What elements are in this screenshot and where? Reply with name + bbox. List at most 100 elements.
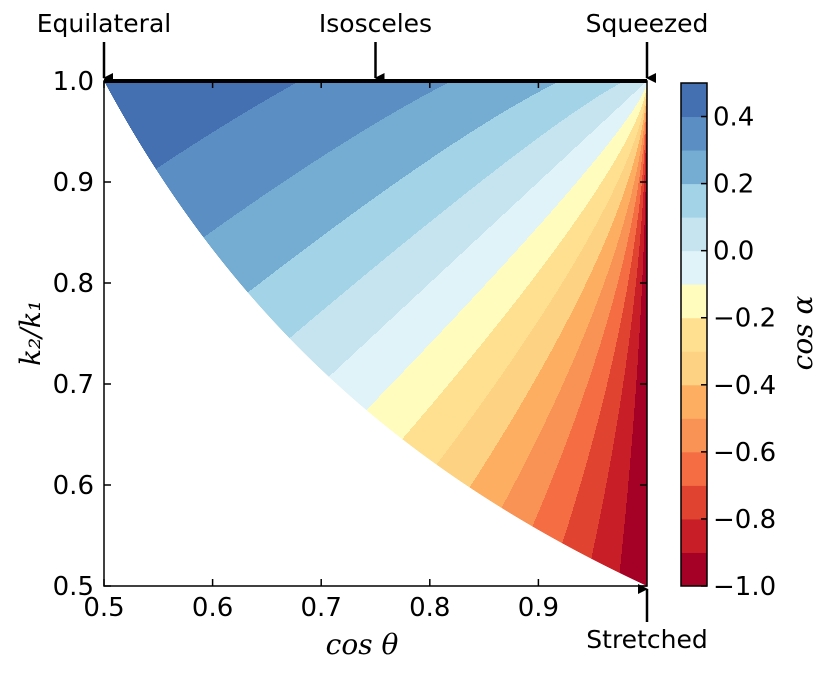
contour-band-5 [518, 409, 520, 476]
contour-band-2 [614, 352, 616, 438]
contour-band-2 [566, 530, 568, 546]
contour-band-6 [505, 369, 507, 430]
contour-band-14 [125, 81, 127, 120]
contour-band-5 [491, 453, 493, 502]
contour-band-14 [123, 81, 125, 117]
contour-band-2 [615, 347, 617, 432]
contour-band-4 [576, 353, 578, 415]
contour-band-6 [640, 122, 642, 135]
contour-band-11 [573, 81, 575, 113]
contour-band-13 [399, 81, 401, 109]
contour-band-4 [578, 349, 580, 409]
contour-band-13 [159, 167, 161, 175]
contour-band-9 [589, 134, 591, 167]
contour-band-2 [602, 403, 604, 504]
contour-band-10 [633, 81, 635, 94]
contour-band-12 [255, 201, 257, 287]
contour-band-9 [477, 239, 479, 293]
contour-band-6 [441, 458, 443, 469]
contour-band-5 [553, 347, 555, 405]
contour-band-14 [207, 81, 209, 136]
contour-band-12 [428, 93, 430, 160]
contour-band-9 [374, 334, 376, 402]
contour-band-6 [529, 334, 531, 390]
contour-band-3 [643, 145, 645, 164]
contour-band-10 [463, 195, 465, 252]
contour-band-7 [455, 376, 457, 439]
contour-band-14 [131, 81, 133, 130]
contour-band-7 [525, 289, 527, 340]
contour-band-12 [349, 139, 351, 216]
contour-band-7 [549, 257, 551, 303]
contour-band-8 [639, 100, 641, 112]
contour-band-11 [597, 81, 599, 97]
contour-band-10 [401, 245, 403, 309]
contour-band-10 [491, 173, 493, 226]
contour-band-10 [562, 120, 564, 160]
contour-band-8 [624, 122, 626, 144]
contour-band-9 [612, 113, 614, 138]
contour-band-12 [260, 197, 262, 283]
contour-band-11 [507, 110, 509, 161]
contour-band-9 [570, 152, 572, 190]
contour-band-1 [624, 375, 626, 524]
contour-band-11 [397, 182, 399, 248]
contour-band-8 [370, 406, 372, 414]
contour-band-9 [551, 170, 553, 211]
contour-band-8 [471, 300, 473, 357]
contour-band-8 [560, 201, 562, 242]
contour-band-4 [603, 285, 605, 334]
contour-band-11 [250, 290, 252, 296]
contour-band-8 [387, 388, 389, 428]
contour-band-9 [407, 304, 409, 367]
contour-band-5 [617, 210, 619, 243]
contour-band-9 [542, 178, 544, 222]
contour-band-10 [375, 266, 377, 334]
contour-band-10 [536, 139, 538, 184]
contour-band-10 [535, 140, 537, 185]
contour-band-12 [458, 81, 460, 140]
contour-band-12 [289, 178, 291, 261]
contour-band-8 [448, 324, 450, 384]
contour-band-14 [242, 81, 244, 114]
contour-band-7 [584, 208, 586, 245]
contour-band-9 [411, 300, 413, 363]
contour-band-10 [466, 193, 468, 249]
contour-band-7 [510, 308, 512, 362]
contour-band-11 [580, 81, 582, 108]
contour-band-13 [190, 146, 192, 220]
contour-band-10 [370, 270, 372, 338]
contour-band-13 [236, 118, 238, 214]
contour-band-9 [602, 122, 604, 151]
contour-band-12 [418, 99, 420, 167]
contour-band-12 [485, 81, 487, 123]
contour-band-10 [635, 81, 637, 92]
contour-band-6 [536, 323, 538, 377]
contour-band-11 [614, 81, 616, 87]
contour-band-6 [588, 238, 590, 278]
contour-band-12 [389, 115, 391, 187]
contour-band-9 [580, 143, 582, 178]
contour-band-14 [178, 81, 180, 154]
contour-band-8 [458, 313, 460, 372]
contour-band-7 [404, 436, 406, 441]
contour-band-3 [562, 453, 564, 542]
contour-band-10 [367, 273, 369, 341]
contour-band-12 [282, 183, 284, 266]
contour-band-10 [640, 81, 642, 87]
contour-band-5 [590, 274, 592, 319]
contour-band-10 [443, 211, 445, 270]
contour-band-10 [415, 234, 417, 296]
contour-band-13 [417, 81, 419, 99]
contour-band-3 [636, 196, 638, 228]
contour-band-6 [539, 319, 541, 372]
colorbar-tick-label: −1.0 [713, 572, 776, 602]
contour-band-2 [568, 524, 570, 547]
contour-band-11 [558, 82, 560, 123]
contour-band-13 [386, 81, 388, 117]
contour-band-1 [632, 314, 634, 434]
contour-band-10 [624, 81, 626, 102]
contour-band-10 [296, 332, 298, 346]
contour-band-8 [469, 302, 471, 359]
contour-band-7 [440, 394, 442, 459]
